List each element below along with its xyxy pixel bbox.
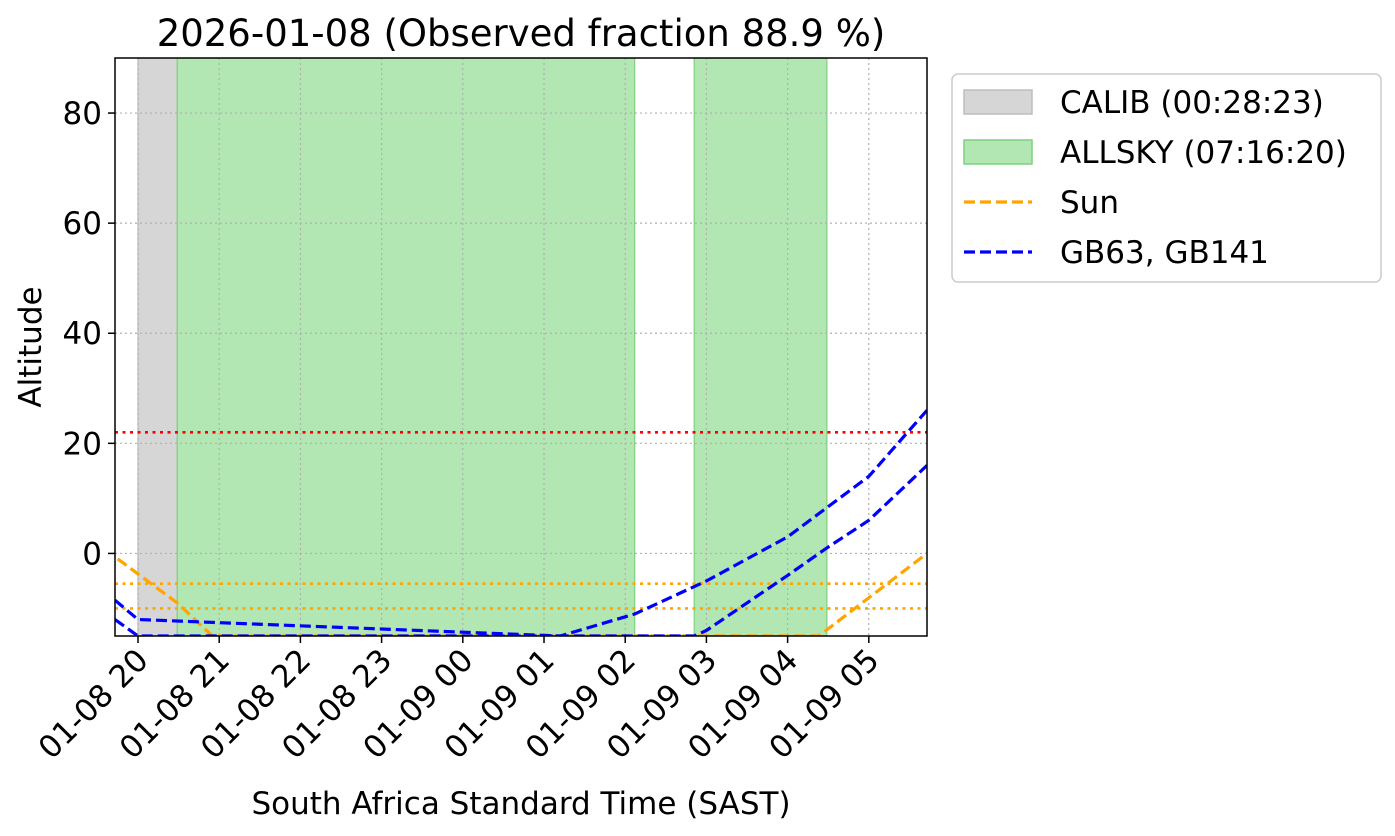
legend-label-1: ALLSKY (07:16:20): [1060, 135, 1347, 171]
y-tick-label-0: 0: [82, 536, 102, 572]
series-line-2: [115, 464, 927, 636]
grid-lines: [115, 58, 927, 636]
legend-swatch-1: [963, 139, 1033, 165]
legend-label-0: CALIB (00:28:23): [1060, 85, 1324, 121]
y-tick-label-3: 60: [63, 206, 102, 242]
observation-spans: [137, 58, 828, 636]
legend-frame: [951, 73, 1382, 283]
chart-title: 2026-01-08 (Observed fraction 88.9 %): [157, 12, 886, 55]
legend-swatch-0: [963, 89, 1033, 115]
y-tick-label-4: 80: [63, 96, 102, 132]
y-tick-label-2: 40: [63, 316, 102, 352]
y-axis-label: Altitude: [13, 286, 49, 407]
series-line-0: [116, 552, 927, 636]
span-0: [137, 58, 178, 636]
legend-label-3: GB63, GB141: [1060, 235, 1269, 271]
legend: CALIB (00:28:23) ALLSKY (07:16:20) Sun GB63…: [951, 73, 1382, 283]
plot-frame: [114, 57, 928, 637]
threshold-lines: [115, 431, 927, 610]
y-tick-label-1: 20: [63, 426, 102, 462]
series-line-1: [115, 409, 927, 636]
span-1: [176, 58, 636, 636]
x-axis-label: South Africa Standard Time (SAST): [251, 786, 790, 822]
y-axis: 0 20 40 60 80: [63, 96, 115, 572]
span-2: [693, 58, 828, 636]
series-lines: [115, 409, 927, 636]
legend-label-2: Sun: [1060, 185, 1119, 221]
